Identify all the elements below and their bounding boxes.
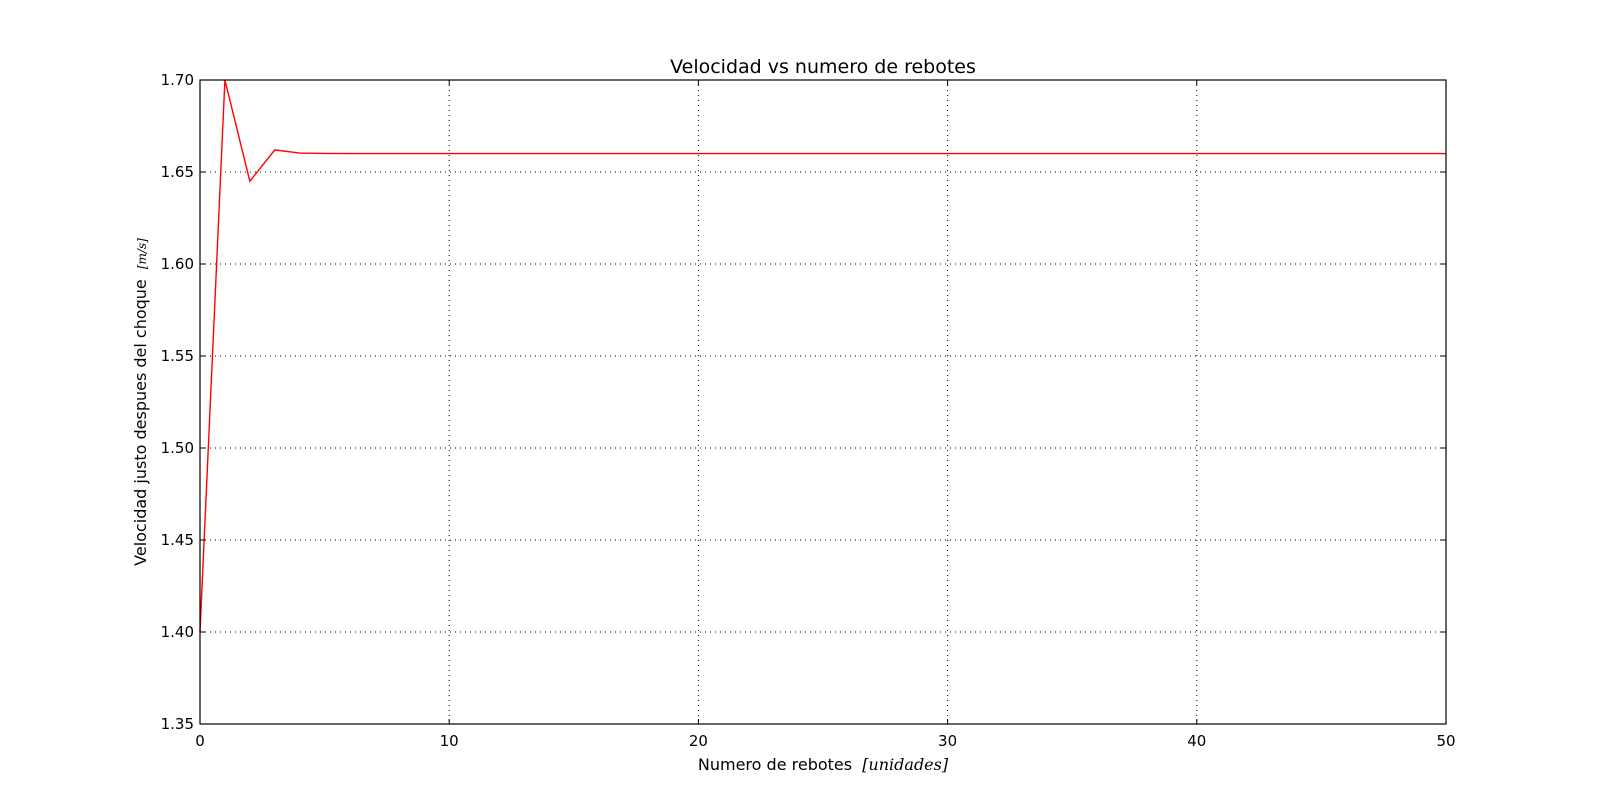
y-tick-label: 1.45 <box>161 531 194 549</box>
y-tick-label: 1.35 <box>161 715 194 733</box>
y-tick-label: 1.60 <box>161 255 194 273</box>
chart-title: Velocidad vs numero de rebotes <box>670 56 976 78</box>
x-axis-label-unit: [unidades] <box>862 755 949 774</box>
y-tick-label: 1.50 <box>161 439 194 457</box>
x-tick-label: 0 <box>195 732 205 750</box>
x-tick-label: 20 <box>689 732 708 750</box>
plot-area <box>199 79 1446 633</box>
y-axis-label-unit: [m/s] <box>135 238 149 269</box>
y-axis-label: Velocidad justo despues del choque [m/s] <box>131 238 150 566</box>
x-tick-label: 10 <box>440 732 459 750</box>
y-tick-label: 1.55 <box>161 347 194 365</box>
x-tick-label: 30 <box>938 732 957 750</box>
y-tick-label: 1.65 <box>161 163 194 181</box>
plot-frame <box>199 79 1447 725</box>
y-tick-label: 1.40 <box>161 623 194 641</box>
x-axis-label-text: Numero de rebotes <box>698 755 852 774</box>
y-tick-label: 1.70 <box>161 71 194 89</box>
x-tick-label: 40 <box>1187 732 1206 750</box>
y-axis-label-text: Velocidad justo despues del choque <box>131 279 150 566</box>
series-line <box>199 79 1446 633</box>
y-ticks: 1.35 1.40 1.45 1.50 1.55 1.60 1.65 1.70 <box>161 71 1446 733</box>
x-axis-label: Numero de rebotes [unidades] <box>698 755 949 774</box>
x-ticks: 0 10 20 30 40 50 <box>195 80 1456 750</box>
grid <box>200 80 1446 724</box>
x-tick-label: 50 <box>1436 732 1455 750</box>
